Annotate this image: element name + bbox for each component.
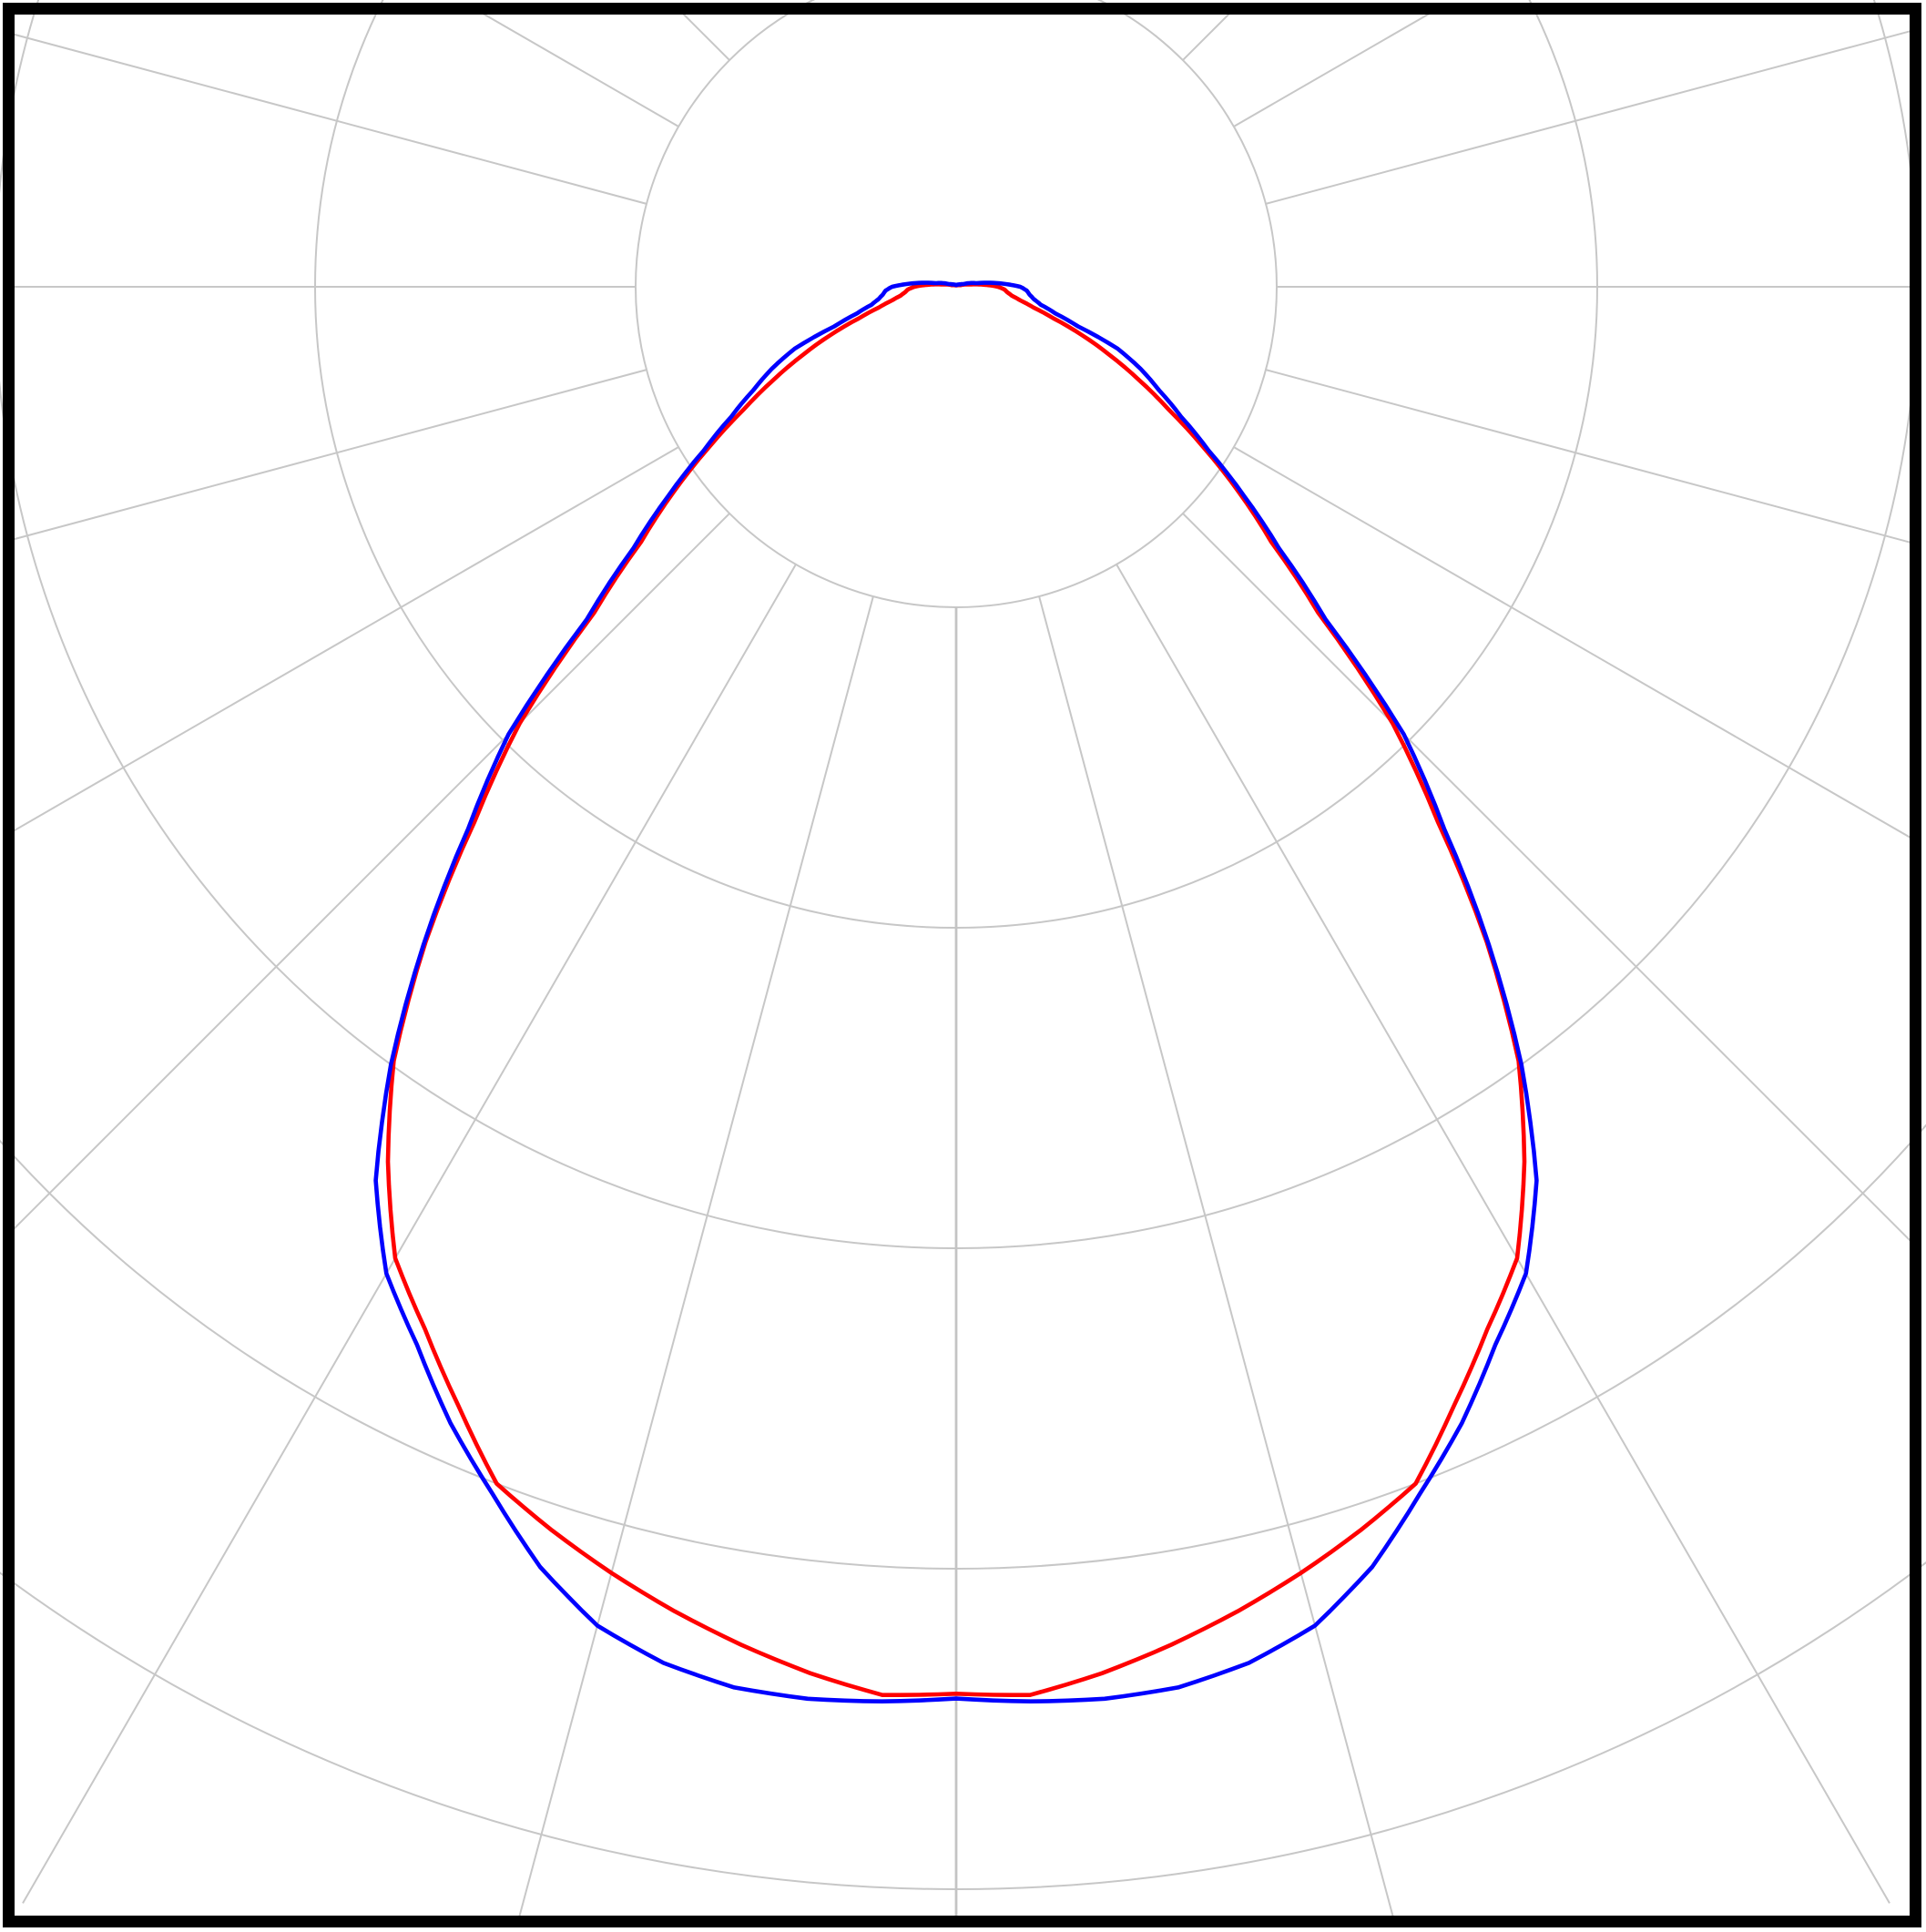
- grid-radial-105deg: [1265, 29, 1912, 205]
- grid-radial-300deg: [15, 446, 679, 832]
- grid-radial-30deg: [1116, 564, 1890, 1904]
- grid-radial-255deg: [15, 33, 647, 205]
- grid-radial-60deg: [1233, 446, 1912, 840]
- chart-frame-border: [3, 3, 1921, 1927]
- grid-radial-330deg: [22, 564, 797, 1904]
- grid-radial-315deg: [15, 513, 730, 1230]
- grid-radial-345deg: [517, 595, 874, 1918]
- grid-radial-285deg: [15, 369, 647, 541]
- grid-radial-75deg: [1265, 369, 1912, 544]
- grid-radial-45deg: [1182, 513, 1912, 1245]
- grid-radial-15deg: [1038, 595, 1395, 1918]
- blue-intensity-curve: [373, 280, 1539, 1703]
